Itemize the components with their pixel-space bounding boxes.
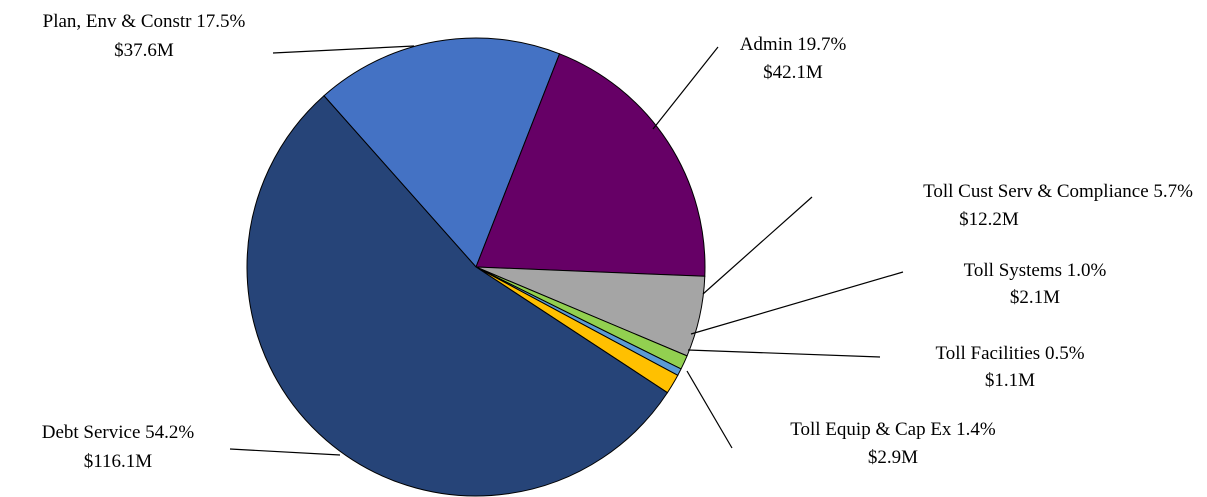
- slice-label-plan-env-constr: Plan, Env & Constr 17.5%: [43, 11, 246, 32]
- pie-slice-admin: [475, 53, 706, 277]
- pie-slice-plan-env-constr: [323, 37, 561, 268]
- slice-label-toll-equip: Toll Equip & Cap Ex 1.4%: [790, 419, 996, 440]
- leader-lines: [229, 45, 904, 456]
- pie-slice-debt-service: [246, 95, 669, 497]
- leader-line-debt-service: [229, 448, 341, 456]
- slice-label-toll-cust-serv: Toll Cust Serv & Compliance 5.7%: [923, 181, 1193, 202]
- slice-amount-toll-equip: $2.9M: [868, 447, 918, 468]
- slice-amount-toll-cust-serv: $12.2M: [959, 209, 1019, 230]
- leader-line-toll-systems: [690, 271, 904, 335]
- slice-label-admin: Admin 19.7%: [740, 34, 847, 55]
- slice-amount-toll-facilities: $1.1M: [985, 370, 1035, 391]
- leader-line-toll-cust-serv: [702, 196, 813, 295]
- pie-slices: [246, 37, 706, 497]
- leader-line-toll-equip: [686, 370, 733, 449]
- leader-line-admin: [652, 46, 719, 130]
- slice-amount-toll-systems: $2.1M: [1010, 287, 1060, 308]
- slice-label-toll-facilities: Toll Facilities 0.5%: [935, 343, 1084, 364]
- slice-label-debt-service: Debt Service 54.2%: [42, 422, 195, 443]
- leader-line-plan-env-constr: [272, 45, 415, 54]
- slice-label-toll-systems: Toll Systems 1.0%: [964, 260, 1107, 281]
- slice-amount-plan-env-constr: $37.6M: [114, 40, 174, 61]
- leader-line-toll-facilities: [687, 349, 881, 358]
- slice-labels: Debt Service 54.2% $116.1M Plan, Env & Con…: [42, 11, 1193, 472]
- slice-amount-admin: $42.1M: [763, 62, 823, 83]
- slice-amount-debt-service: $116.1M: [84, 451, 153, 472]
